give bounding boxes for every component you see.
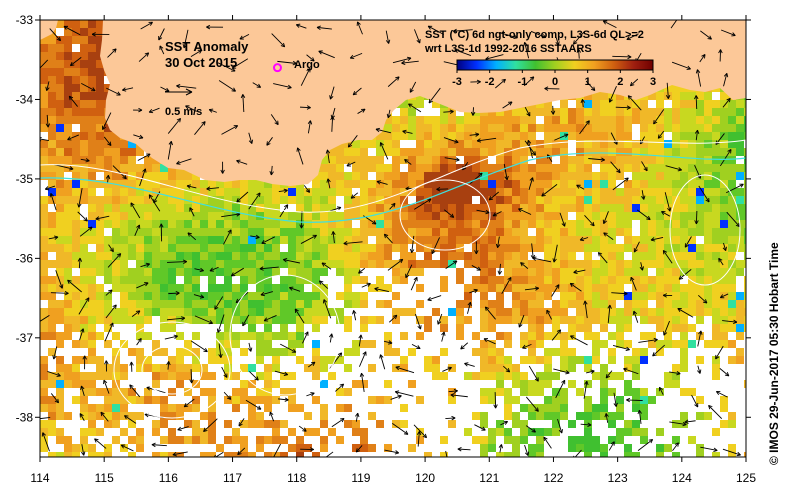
x-tick-label: 123 bbox=[608, 471, 628, 485]
plot-frame bbox=[39, 19, 747, 458]
contour-line-cyan bbox=[40, 152, 746, 223]
x-tick-label: 118 bbox=[287, 471, 306, 485]
y-tick-label: -36 bbox=[16, 251, 34, 265]
x-tick-label: 124 bbox=[672, 471, 692, 485]
colorbar-tick-label: -2 bbox=[485, 76, 495, 88]
x-tick-label: 122 bbox=[543, 471, 563, 485]
eddy-contour bbox=[113, 321, 231, 419]
colorbar-tick-label: -1 bbox=[517, 76, 527, 88]
velocity-scale-label: 0.5 m/s bbox=[165, 106, 202, 118]
x-tick-label: 120 bbox=[415, 471, 435, 485]
x-tick-label: 121 bbox=[479, 471, 499, 485]
sea-level-contours bbox=[40, 139, 746, 419]
x-tick-label: 119 bbox=[351, 471, 370, 485]
colorbar-ticks: -3 -2 -1 0 1 2 3 bbox=[452, 70, 656, 88]
land-corner bbox=[40, 20, 58, 40]
legend-title-line1: SST (°C) 6d ngt-only comp, L3S-6d QL>=2 bbox=[425, 29, 644, 41]
y-tick-label: -34 bbox=[16, 92, 34, 106]
y-tick-label: -37 bbox=[16, 331, 34, 345]
contour-line bbox=[40, 139, 746, 213]
map-date: 30 Oct 2015 bbox=[165, 55, 237, 70]
x-tick-label: 125 bbox=[736, 471, 756, 485]
eddy-contour bbox=[229, 274, 341, 396]
axes: 114 115 116 117 118 119 120 121 122 123 124 125-33-… bbox=[16, 13, 757, 485]
legend-title-line2: wrt L3S-1d 1992-2016 SSTAARS bbox=[424, 43, 592, 55]
colorbar-tick-label: -3 bbox=[452, 76, 462, 88]
x-tick-label: 114 bbox=[30, 471, 49, 485]
colorbar-tick-label: 2 bbox=[617, 76, 623, 88]
x-tick-label: 117 bbox=[223, 471, 242, 485]
x-tick-label: 115 bbox=[95, 471, 114, 485]
map-title: SST Anomaly bbox=[165, 39, 249, 54]
colorbar-tick-label: 3 bbox=[650, 76, 656, 88]
x-tick-label: 116 bbox=[159, 471, 178, 485]
eddy-contour bbox=[399, 179, 491, 251]
eddy-contour bbox=[669, 174, 741, 286]
colorbar bbox=[456, 59, 654, 71]
y-tick-label: -38 bbox=[16, 410, 34, 424]
credit-text: © IMOS 29-Jun-2017 05:30 Hobart Time bbox=[767, 242, 781, 465]
velocity-scale-arrow bbox=[165, 88, 193, 96]
eddy-contour bbox=[141, 345, 203, 395]
y-tick-label: -35 bbox=[16, 172, 34, 186]
colorbar-tick-label: 1 bbox=[585, 76, 591, 88]
argo-float-marker bbox=[272, 63, 282, 73]
colorbar-tick-label: 0 bbox=[552, 76, 558, 88]
argo-label: Argo bbox=[294, 59, 320, 71]
surface-current-vectors bbox=[40, 20, 744, 457]
y-tick-label: -33 bbox=[16, 13, 34, 27]
